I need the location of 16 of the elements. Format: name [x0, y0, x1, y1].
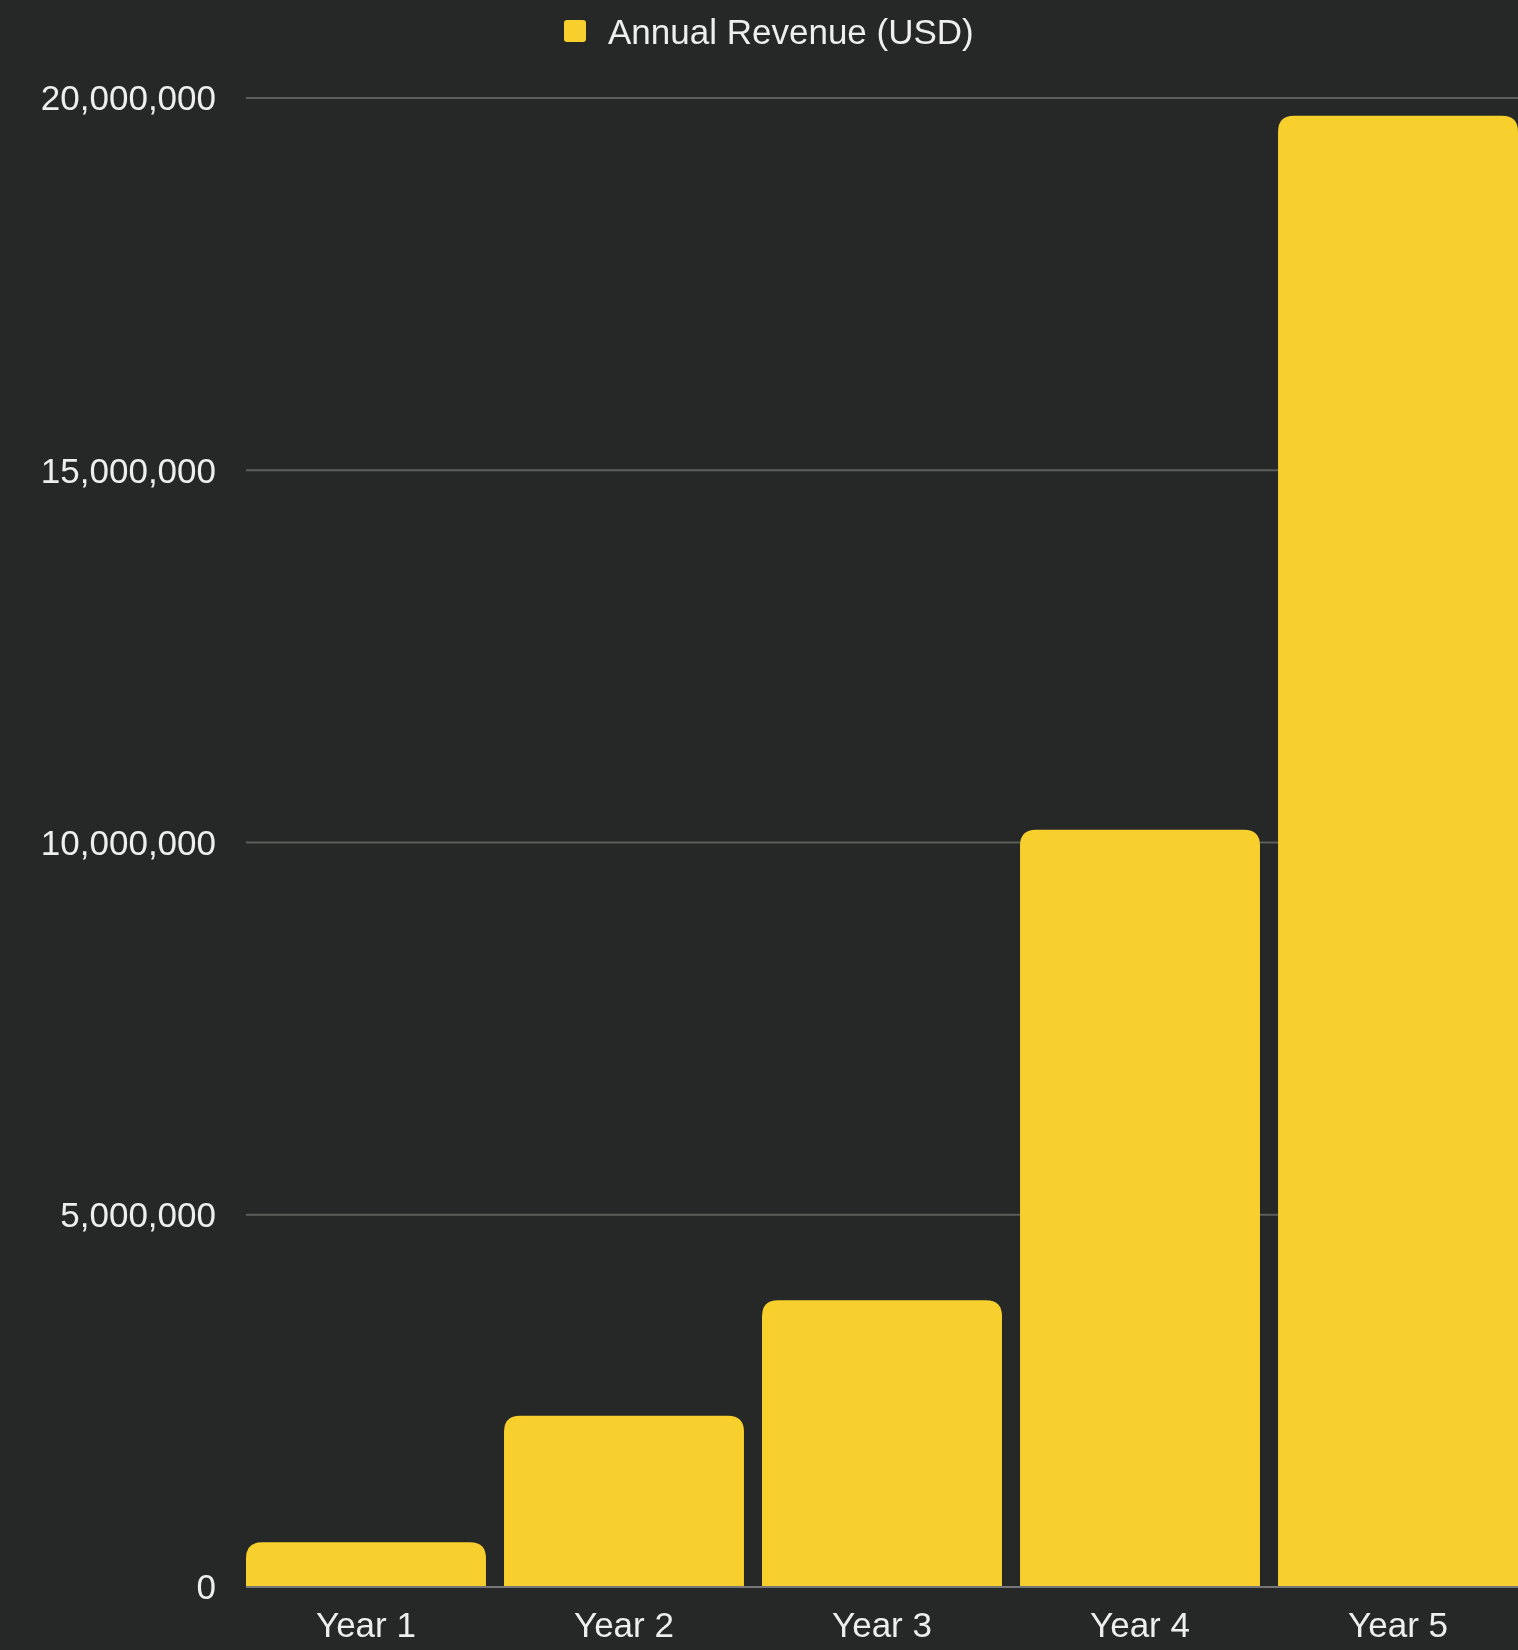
legend-label: Annual Revenue (USD): [608, 12, 974, 52]
x-tick-label: Year 3: [832, 1605, 932, 1644]
bar: [1278, 115, 1518, 1587]
x-tick-label: Year 1: [316, 1605, 416, 1644]
y-tick-label: 0: [196, 1567, 216, 1607]
bar: [762, 1300, 1002, 1587]
y-tick-label: 5,000,000: [60, 1195, 216, 1234]
x-tick-label: Year 5: [1348, 1605, 1448, 1644]
y-tick-label: 20,000,000: [40, 78, 216, 118]
x-tick-label: Year 2: [574, 1605, 674, 1644]
y-tick-label: 15,000,000: [40, 450, 216, 490]
bar: [246, 1542, 486, 1587]
y-tick-label: 10,000,000: [40, 822, 216, 862]
bar: [504, 1415, 744, 1587]
x-tick-label: Year 4: [1090, 1605, 1190, 1644]
bar: [1020, 829, 1260, 1587]
